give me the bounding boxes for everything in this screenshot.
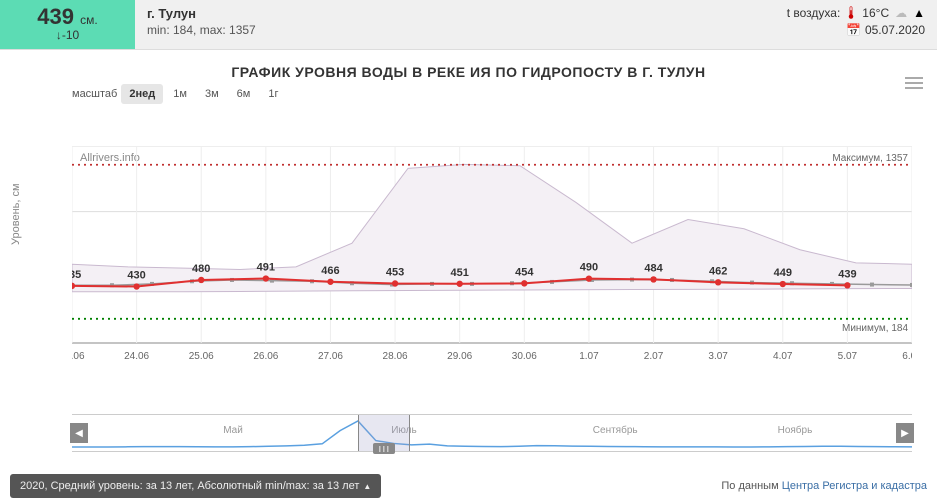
svg-text:Минимум, 184: Минимум, 184	[842, 323, 908, 334]
svg-text:4.07: 4.07	[773, 351, 793, 362]
credit-prefix: По данным	[721, 480, 781, 492]
bottom-bar: 2020, Средний уровень: за 13 лет, Абсолю…	[10, 474, 927, 498]
scale-row: масштаб 2нед1м3м6м1г	[72, 84, 937, 104]
city-minmax: min: 184, max: 1357	[147, 23, 731, 37]
cloud-icon: ☁	[895, 6, 907, 20]
stats-dropdown-button[interactable]: 2020, Средний уровень: за 13 лет, Абсолю…	[10, 474, 381, 498]
svg-text:491: 491	[257, 262, 275, 274]
scale-label: масштаб	[72, 88, 117, 100]
chart-menu-icon[interactable]	[905, 76, 923, 93]
triangle-up-icon: ▲	[363, 482, 371, 491]
nav-month-label: Май	[223, 425, 243, 436]
scale-btn-1г[interactable]: 1г	[260, 84, 286, 104]
chart-title: ГРАФИК УРОВНЯ ВОДЫ В РЕКЕ ИЯ ПО ГИДРОПОС…	[0, 64, 937, 80]
svg-text:28.06: 28.06	[383, 351, 408, 362]
svg-text:26.06: 26.06	[253, 351, 278, 362]
level-delta: -10	[62, 28, 79, 42]
temp-label: t воздуха:	[787, 6, 841, 20]
calendar-icon: 📅	[846, 23, 861, 37]
nav-arrow-right-icon[interactable]: ▶	[896, 423, 914, 443]
thermometer-icon	[846, 6, 856, 20]
y-axis-label: Уровень, см	[10, 183, 22, 245]
navigator[interactable]: ◀ ▶ МайИюльСентябрьНоябрь	[72, 414, 912, 452]
svg-text:484: 484	[644, 262, 663, 274]
svg-text:25.06: 25.06	[189, 351, 214, 362]
svg-text:453: 453	[386, 267, 404, 279]
svg-text:439: 439	[838, 268, 856, 280]
svg-text:466: 466	[321, 265, 339, 277]
current-level-value: 439	[37, 4, 74, 29]
nav-month-label: Сентябрь	[593, 425, 638, 436]
data-credit: По данным Центра Регистра и кадастра	[721, 480, 927, 492]
warning-icon[interactable]: ▲	[913, 6, 925, 20]
svg-text:3.07: 3.07	[708, 351, 728, 362]
credit-link[interactable]: Центра Регистра и кадастра	[782, 480, 927, 492]
current-level-box: 439 см. ↓-10	[0, 0, 135, 49]
svg-text:490: 490	[580, 262, 598, 274]
current-level-unit: см.	[80, 13, 98, 27]
svg-text:6.07: 6.07	[902, 351, 912, 362]
svg-text:24.06: 24.06	[124, 351, 149, 362]
scale-btn-1м[interactable]: 1м	[165, 84, 195, 104]
nav-grip-icon[interactable]	[373, 443, 395, 453]
main-chart: 5001000150023.0624.0625.0626.0627.0628.0…	[72, 146, 912, 371]
location-box: г. Тулун min: 184, max: 1357	[135, 0, 743, 49]
header-date: 05.07.2020	[865, 23, 925, 37]
svg-text:5.07: 5.07	[838, 351, 858, 362]
scale-btn-3м[interactable]: 3м	[197, 84, 227, 104]
svg-text:2.07: 2.07	[644, 351, 664, 362]
svg-text:454: 454	[515, 266, 534, 278]
city-name: г. Тулун	[147, 6, 731, 21]
nav-arrow-left-icon[interactable]: ◀	[70, 423, 88, 443]
svg-text:23.06: 23.06	[72, 351, 85, 362]
svg-text:30.06: 30.06	[512, 351, 537, 362]
svg-text:430: 430	[127, 270, 145, 282]
svg-text:27.06: 27.06	[318, 351, 343, 362]
svg-text:449: 449	[774, 267, 792, 279]
nav-window-handle[interactable]	[358, 415, 410, 451]
svg-text:435: 435	[72, 269, 81, 281]
temp-value: 16°C	[862, 6, 889, 20]
scale-btn-2нед[interactable]: 2нед	[121, 84, 163, 104]
svg-text:1.07: 1.07	[579, 351, 599, 362]
svg-text:Максимум, 1357: Максимум, 1357	[832, 153, 908, 164]
svg-text:29.06: 29.06	[447, 351, 472, 362]
nav-month-label: Ноябрь	[778, 425, 813, 436]
svg-text:462: 462	[709, 265, 727, 277]
stats-button-label: 2020, Средний уровень: за 13 лет, Абсолю…	[20, 480, 359, 492]
header-right: t воздуха: 16°C ☁ ▲ 📅 05.07.2020	[743, 0, 937, 49]
svg-text:451: 451	[451, 267, 469, 279]
scale-btn-6м[interactable]: 6м	[229, 84, 259, 104]
header-bar: 439 см. ↓-10 г. Тулун min: 184, max: 135…	[0, 0, 937, 50]
svg-text:480: 480	[192, 263, 210, 275]
